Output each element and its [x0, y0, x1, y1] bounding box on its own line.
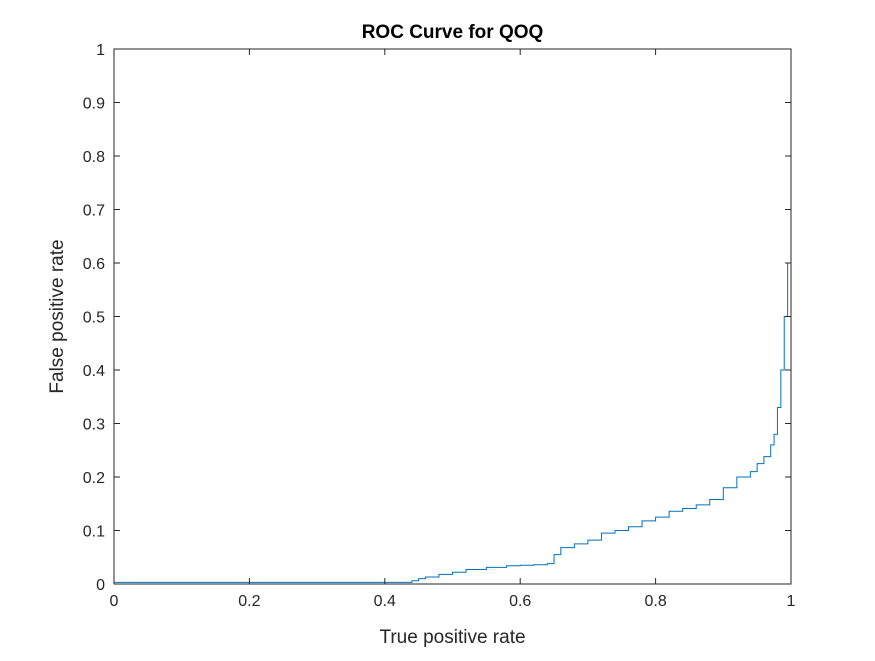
- y-tick-label: 0.8: [83, 149, 105, 166]
- y-tick-label: 0.7: [83, 203, 105, 220]
- chart-title: ROC Curve for QOQ: [362, 22, 544, 43]
- plot-area-background: [114, 49, 791, 584]
- x-tick-label: 0: [110, 593, 119, 610]
- x-tick-label: 0.4: [374, 593, 396, 610]
- x-tick-label: 0.8: [644, 593, 666, 610]
- y-tick-label: 0.2: [83, 470, 105, 487]
- y-tick-label: 0.1: [83, 524, 105, 541]
- y-tick-label: 0.9: [83, 96, 105, 113]
- y-tick-label: 0.4: [83, 363, 105, 380]
- x-tick-label: 0.6: [509, 593, 531, 610]
- y-tick-label: 0.6: [83, 256, 105, 273]
- y-tick-label: 0: [96, 577, 105, 594]
- y-tick-label: 0.3: [83, 417, 105, 434]
- x-tick-label: 0.2: [238, 593, 260, 610]
- x-axis-label: True positive rate: [379, 627, 525, 648]
- y-axis-label: False positive rate: [47, 239, 68, 393]
- y-tick-label: 0.5: [83, 310, 105, 327]
- roc-curve-line: [114, 49, 792, 583]
- x-tick-label: 1: [787, 593, 796, 610]
- y-tick-label: 1: [96, 42, 105, 59]
